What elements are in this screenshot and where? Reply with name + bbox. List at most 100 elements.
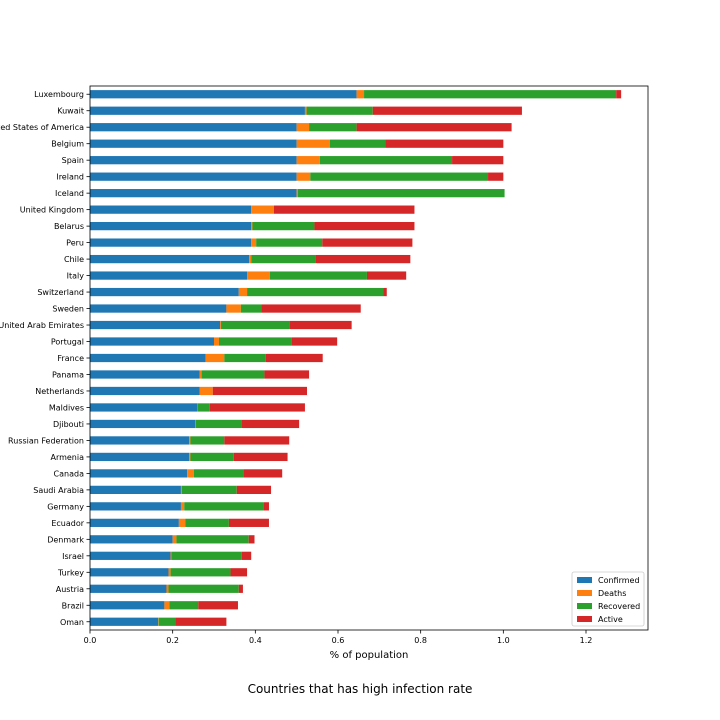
legend-swatch-active [577,616,592,622]
bar-recovered-30 [168,584,239,593]
bar-active-10 [315,254,411,264]
bar-deaths-30 [166,584,169,593]
bar-deaths-27 [172,535,177,544]
bar-active-28 [241,551,252,560]
bar-recovered-9 [256,238,323,247]
y-tick-label: Spain [62,156,84,165]
y-tick-label: Oman [60,618,84,627]
y-tick-label: Brazil [62,601,84,610]
bar-active-27 [248,535,255,544]
y-tick-label: Portugal [51,338,84,347]
y-tick-label: United Arab Emirates [0,321,84,330]
y-tick-label: Saudi Arabia [33,486,84,495]
bar-active-17 [264,370,310,379]
bar-recovered-13 [240,304,262,313]
bar-active-31 [198,601,238,610]
bar-recovered-4 [319,156,453,165]
bar-active-11 [366,271,407,280]
legend-swatch-confirmed [577,577,592,583]
y-tick-label: United States of America [0,123,84,132]
x-tick-label: 0.6 [332,636,345,645]
bar-active-18 [212,386,307,396]
bar-recovered-26 [185,518,229,527]
bar-active-30 [238,584,243,593]
bar-deaths-2 [296,123,310,132]
bar-deaths-10 [249,254,252,264]
y-tick-label: Luxembourg [34,90,84,99]
bar-confirmed-24 [90,485,181,494]
bar-active-5 [488,172,504,181]
bar-deaths-22 [189,452,191,462]
bar-recovered-5 [310,172,489,181]
y-tick-label: Israel [62,552,84,561]
legend-label-recovered: Recovered [598,602,640,611]
bar-confirmed-19 [90,403,198,412]
bar-active-20 [241,419,300,429]
bar-recovered-12 [247,287,384,297]
bar-recovered-8 [252,222,315,231]
bar-recovered-28 [171,551,242,560]
bar-deaths-4 [296,156,320,165]
legend-label-deaths: Deaths [598,589,626,598]
bar-deaths-3 [296,139,330,148]
bar-deaths-26 [178,518,186,527]
bar-recovered-22 [190,452,234,462]
y-tick-label: Iceland [55,189,84,198]
legend-label-active: Active [598,615,623,624]
y-tick-label: Maldives [49,403,84,412]
bar-confirmed-14 [90,320,221,330]
bar-deaths-29 [168,568,171,577]
bar-active-9 [322,238,413,247]
bar-active-19 [209,403,305,412]
bar-active-23 [243,469,283,478]
bar-deaths-15 [214,337,219,346]
bar-confirmed-0 [90,90,357,99]
bar-deaths-0 [356,90,365,99]
bar-deaths-17 [199,370,202,379]
y-tick-label: Ireland [56,173,84,182]
y-tick-label: Belgium [51,140,84,149]
bar-deaths-16 [205,353,225,363]
y-tick-label: Peru [66,239,84,248]
bar-confirmed-20 [90,419,196,429]
bar-active-29 [230,568,248,577]
y-tick-label: United Kingdom [20,206,84,215]
bar-active-7 [273,205,415,214]
y-tick-label: Turkey [57,568,84,577]
y-tick-label: Germany [47,502,84,511]
bar-recovered-17 [201,370,265,379]
bar-deaths-14 [220,320,222,330]
bar-confirmed-7 [90,205,252,214]
bar-recovered-29 [170,568,231,577]
bar-recovered-14 [221,320,290,330]
bar-confirmed-21 [90,436,190,445]
bar-active-24 [236,485,272,494]
bar-active-16 [265,353,323,363]
bar-confirmed-32 [90,617,159,626]
bar-confirmed-13 [90,304,227,313]
y-tick-label: Austria [56,585,84,594]
bar-confirmed-4 [90,156,297,165]
y-axis-ticks: Luxembourg Kuwait United States of America… [0,90,90,627]
x-tick-label: 1.2 [580,636,593,645]
bar-recovered-21 [190,436,225,445]
legend: Confirmed Deaths Recovered Active [571,571,645,627]
bar-confirmed-22 [90,452,190,462]
bar-active-21 [224,436,290,445]
x-tick-label: 0.8 [414,636,427,645]
bar-recovered-20 [195,419,242,429]
bar-active-3 [385,139,504,148]
bar-deaths-21 [189,436,191,445]
legend-swatch-deaths [577,590,592,596]
bar-deaths-13 [226,304,241,313]
bar-recovered-15 [218,337,292,346]
bar-deaths-31 [164,601,170,610]
bar-recovered-31 [169,601,199,610]
legend-box [571,571,645,627]
bar-confirmed-29 [90,568,169,577]
bar-active-1 [372,106,522,115]
bar-recovered-25 [184,502,264,511]
y-tick-label: Netherlands [35,387,84,396]
x-tick-label: 0.2 [166,636,179,645]
